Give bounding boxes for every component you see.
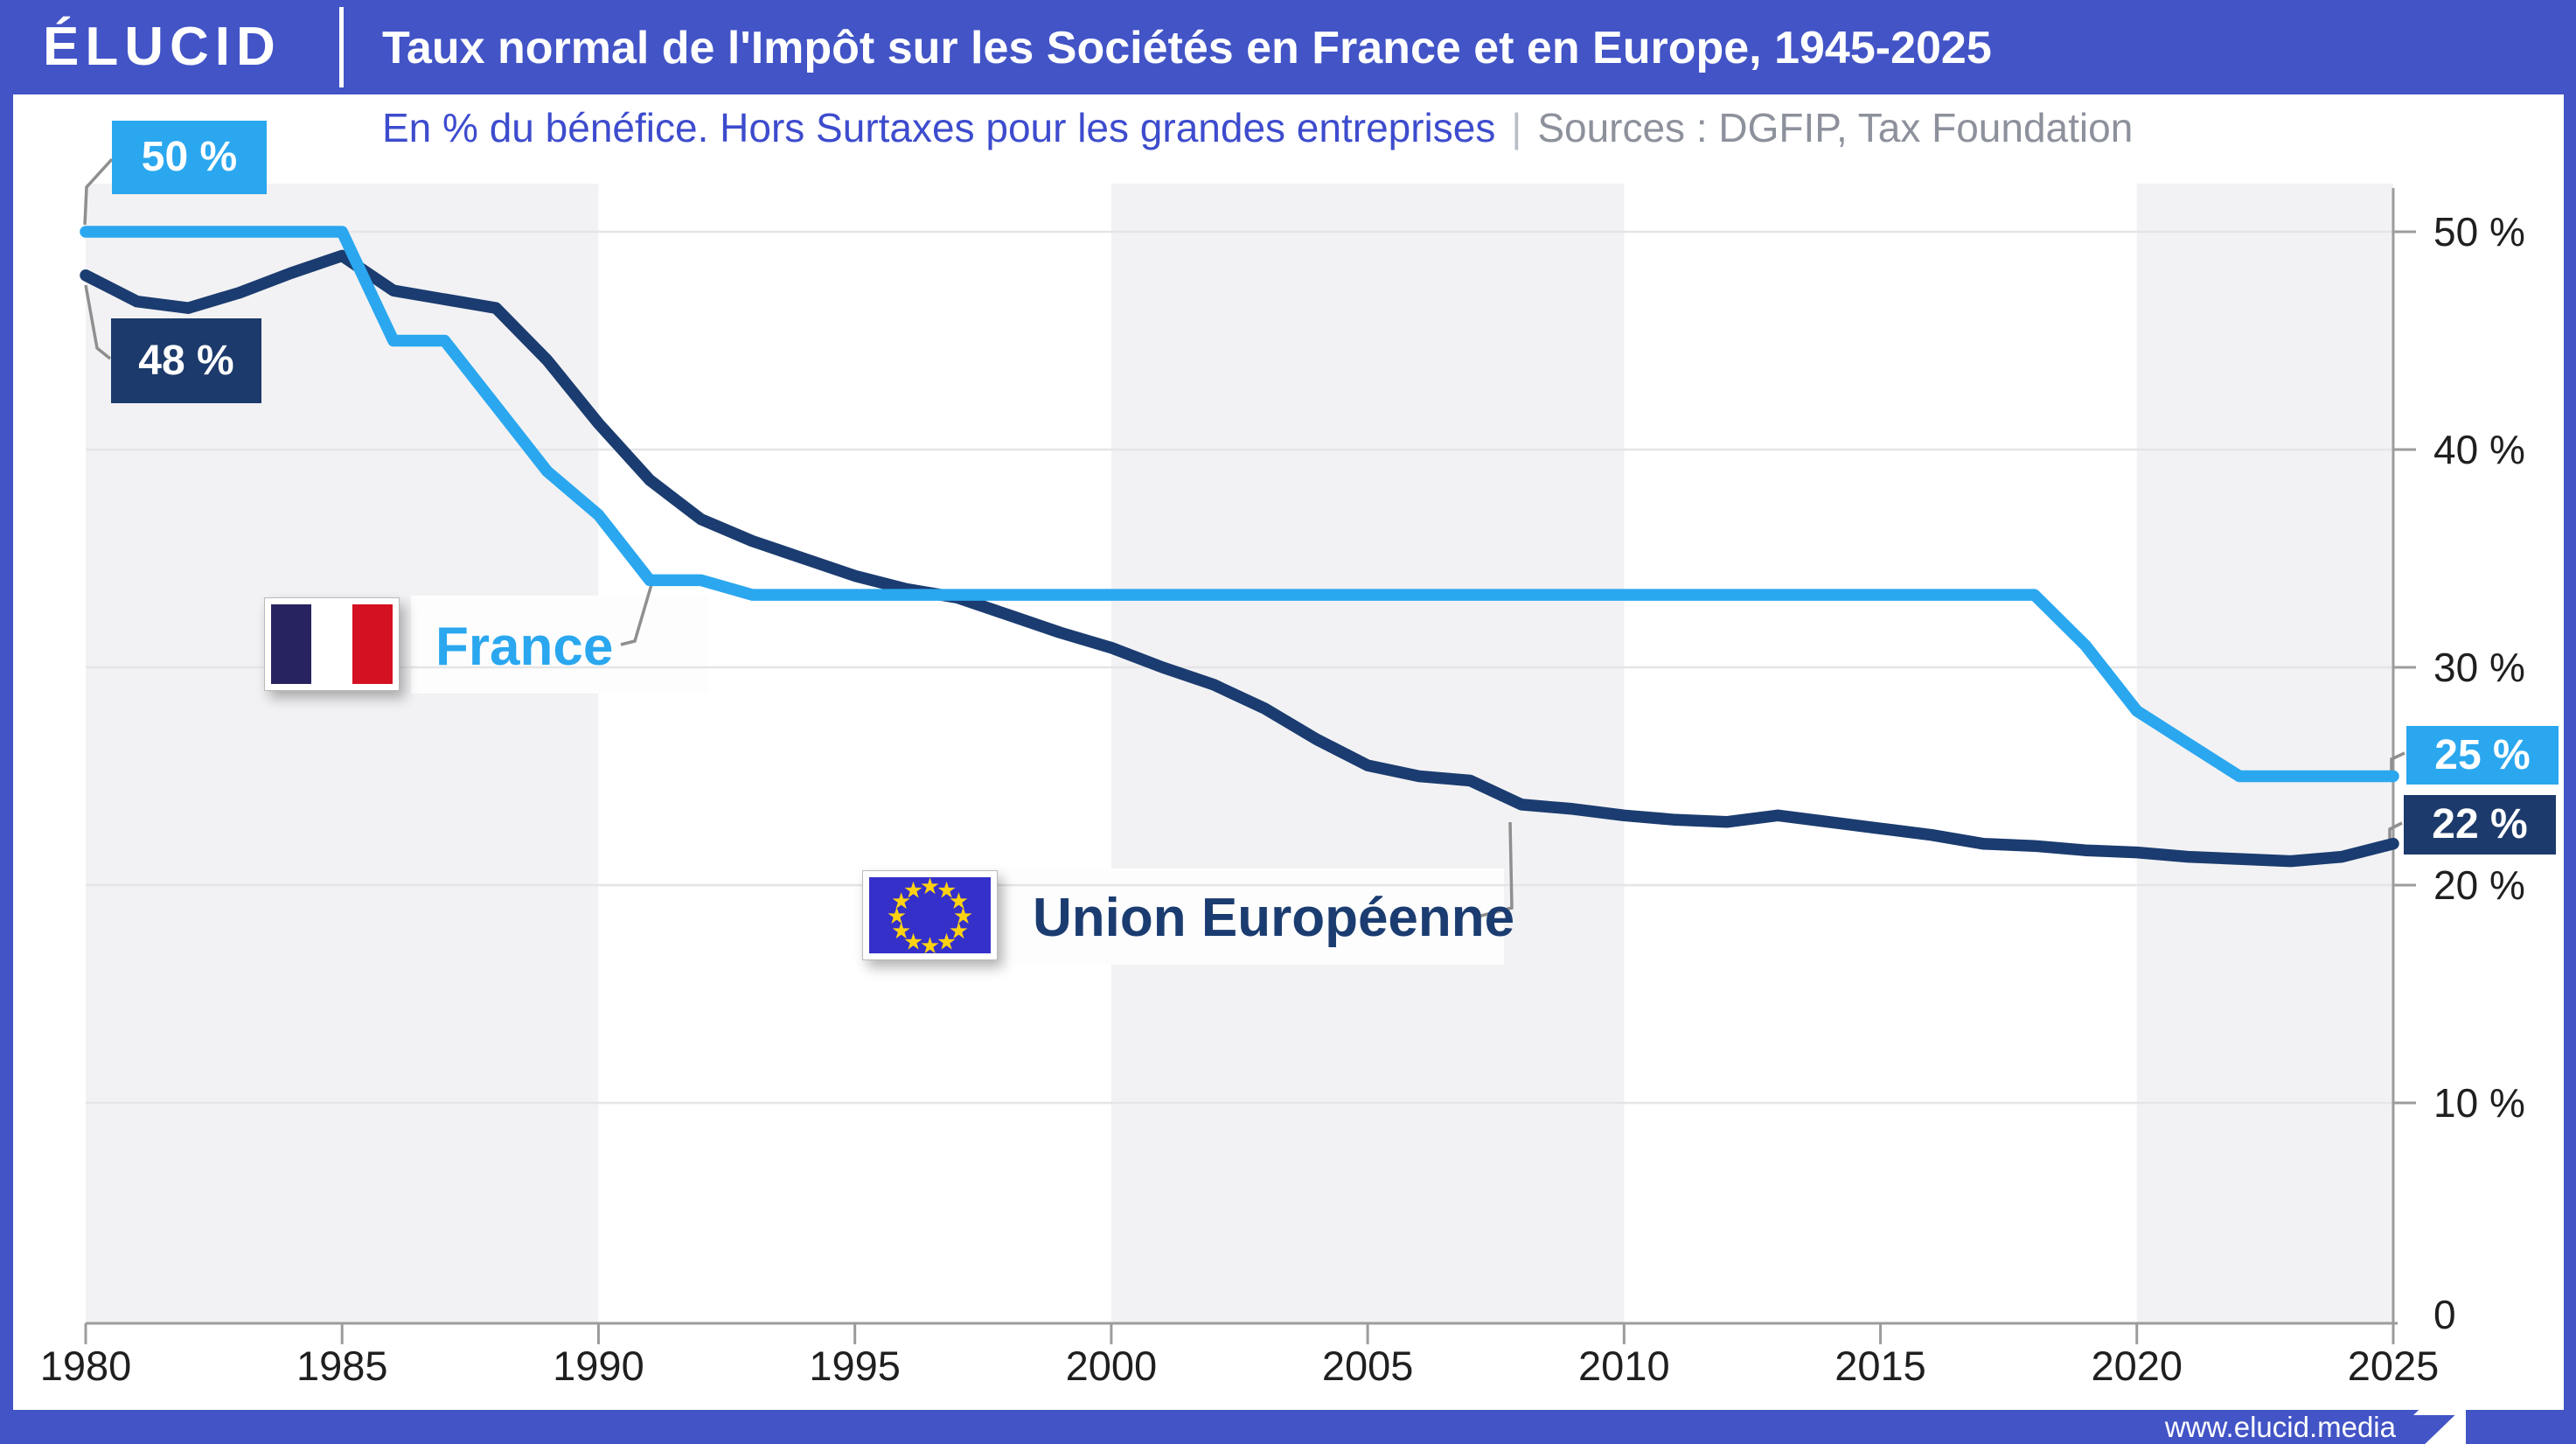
france-flag-blue-stripe bbox=[271, 604, 312, 684]
legend-label-eu: Union Européenne bbox=[1033, 888, 1515, 948]
eu-flag-star: ★ bbox=[952, 902, 974, 929]
logo-divider bbox=[339, 7, 344, 87]
eu-flag-star: ★ bbox=[948, 887, 970, 914]
callout-badge-25 bbox=[2390, 751, 2405, 771]
eu-flag-icon: ★ ★ ★ ★ ★ ★ ★ ★ ★ ★ ★ ★ bbox=[862, 870, 998, 960]
y-tick-label-20: 20 % bbox=[2433, 862, 2525, 908]
footer-url: www.elucid.media bbox=[2164, 1411, 2396, 1443]
eu-flag-star: ★ bbox=[919, 872, 941, 899]
france-flag-icon bbox=[264, 597, 400, 691]
legend-label-france: France bbox=[435, 617, 614, 677]
header-bar: ÉLUCID Taux normal de l'Impôt sur les So… bbox=[0, 0, 2576, 94]
france-flag-white-stripe bbox=[311, 604, 352, 684]
eu-flag-star: ★ bbox=[902, 876, 924, 903]
y-tick-label-10: 10 % bbox=[2433, 1080, 2525, 1126]
x-tick-label-2010: 2010 bbox=[1578, 1343, 1670, 1389]
right-border bbox=[2564, 94, 2576, 1410]
subtitle-separator: | bbox=[1511, 105, 1522, 150]
y-tick-label-40: 40 % bbox=[2433, 427, 2525, 472]
eu-flag-star: ★ bbox=[902, 927, 924, 954]
callout-label-france bbox=[620, 581, 654, 646]
series-line-eu bbox=[80, 249, 2399, 868]
x-tick-label-2025: 2025 bbox=[2347, 1343, 2440, 1389]
france-flag-red-stripe bbox=[352, 604, 393, 684]
eu-flag-star: ★ bbox=[936, 876, 957, 903]
eu-flag-star: ★ bbox=[890, 917, 912, 944]
subtitle-row: En % du bénéfice. Hors Surtaxes pour les… bbox=[382, 101, 2133, 154]
x-tick-label-2015: 2015 bbox=[1835, 1343, 1926, 1389]
y-tick-label-0: 0 bbox=[2433, 1292, 2456, 1337]
series-line-france bbox=[80, 226, 2399, 783]
eu-flag-star: ★ bbox=[936, 927, 957, 954]
y-tick-label-30: 30 % bbox=[2433, 645, 2525, 690]
x-tick-label-1985: 1985 bbox=[296, 1343, 388, 1389]
x-tick-label-2005: 2005 bbox=[1321, 1343, 1414, 1389]
badge-france-1980: 50 % bbox=[112, 121, 267, 194]
elucid-logo: ÉLUCID bbox=[43, 17, 282, 77]
x-tick-label-1980: 1980 bbox=[39, 1343, 132, 1389]
callout-badge-50 bbox=[83, 157, 114, 226]
left-border bbox=[0, 94, 13, 1410]
sources-text: Sources : DGFIP, Tax Foundation bbox=[1537, 105, 2134, 150]
decade-band bbox=[1110, 184, 1625, 1323]
eu-flag-star: ★ bbox=[886, 902, 908, 929]
footer-bar bbox=[0, 1410, 2576, 1444]
badge-eu-1980: 48 % bbox=[111, 318, 261, 403]
eu-flag-star: ★ bbox=[919, 931, 941, 959]
x-tick-label-1995: 1995 bbox=[809, 1343, 901, 1389]
decade-band bbox=[2136, 184, 2393, 1323]
eu-flag-field: ★ ★ ★ ★ ★ ★ ★ ★ ★ ★ ★ ★ bbox=[869, 873, 991, 959]
callout-badge-22 bbox=[2388, 821, 2403, 839]
callout-badge-48 bbox=[84, 284, 112, 360]
x-tick-label-1990: 1990 bbox=[553, 1343, 644, 1389]
eu-flag-star: ★ bbox=[890, 887, 912, 914]
page-title: Taux normal de l'Impôt sur les Sociétés … bbox=[382, 23, 1992, 73]
x-tick-label-2020: 2020 bbox=[2091, 1343, 2183, 1389]
y-tick-label-50: 50 % bbox=[2433, 209, 2525, 255]
x-tick-label-2000: 2000 bbox=[1065, 1343, 1158, 1389]
eu-flag-star: ★ bbox=[948, 917, 970, 944]
legend-plate-france bbox=[411, 596, 708, 694]
badge-france-2025: 25 % bbox=[2406, 726, 2559, 785]
elucid-media-triangle-icon bbox=[2406, 1370, 2485, 1444]
subtitle-text: En % du bénéfice. Hors Surtaxes pour les… bbox=[382, 105, 1496, 150]
badge-eu-2025: 22 % bbox=[2404, 795, 2556, 855]
callout-label-eu bbox=[1477, 821, 1514, 918]
